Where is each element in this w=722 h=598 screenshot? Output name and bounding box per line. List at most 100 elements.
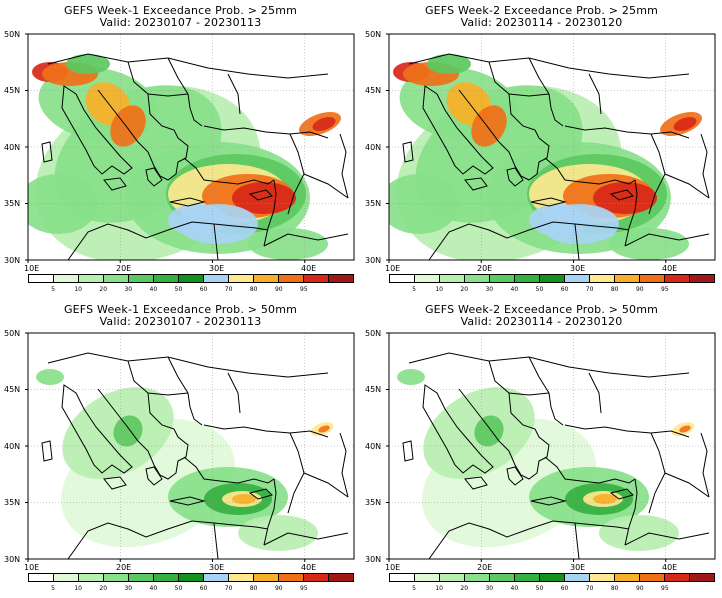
lat-label: 45N: [4, 385, 21, 394]
colorbar-label: 50: [535, 286, 544, 293]
coastline-border: [464, 177, 488, 191]
colorbar-label: 60: [199, 286, 208, 293]
coastline-border: [169, 197, 206, 207]
colorbar-swatch: [390, 574, 415, 581]
coastline-border: [700, 432, 710, 498]
colorbar-label: 20: [99, 585, 108, 592]
colorbar-label: 20: [99, 286, 108, 293]
coastline-border: [147, 392, 175, 430]
lon-label: 30E: [570, 563, 586, 572]
probability-contour: [397, 369, 425, 385]
colorbar-label: 5: [51, 585, 55, 592]
colorbar-label: 10: [435, 585, 443, 592]
colorbar-swatch: [254, 574, 279, 581]
colorbar-label: 10: [74, 286, 82, 293]
colorbar-label: 90: [635, 585, 644, 592]
colorbar-swatch: [415, 574, 440, 581]
colorbar-swatch: [329, 574, 353, 581]
colorbar-swatch: [154, 574, 179, 581]
colorbar-label: 50: [174, 585, 183, 592]
map-panel-week2-25mm: GEFS Week-2 Exceedance Prob. > 25mm Vali…: [361, 0, 722, 299]
lon-label: 40E: [662, 563, 678, 572]
coastline-border: [248, 189, 273, 201]
colorbar-label: 60: [560, 585, 569, 592]
coastline-border: [700, 133, 710, 199]
colorbar-swatch: [179, 275, 204, 282]
map-panel-week1-50mm: GEFS Week-1 Exceedance Prob. > 50mm Vali…: [0, 299, 361, 598]
lon-label: 30E: [209, 563, 225, 572]
coastline-border: [624, 179, 638, 247]
colorbar-swatch: [129, 275, 154, 282]
coastline-border: [303, 173, 349, 199]
coastline-border: [624, 532, 710, 546]
map-panel-week1-25mm: GEFS Week-1 Exceedance Prob. > 25mm Vali…: [0, 0, 361, 299]
coastline-border: [169, 496, 206, 506]
colorbar-label: 30: [485, 286, 494, 293]
lon-label: 20E: [477, 563, 493, 572]
lat-label: 30N: [365, 256, 382, 265]
coastline-border: [145, 466, 163, 486]
lat-label: 30N: [4, 256, 21, 265]
probability-contour: [609, 228, 689, 260]
probability-contour: [312, 117, 336, 131]
lat-label: 40N: [365, 143, 382, 152]
coastline-border: [227, 372, 241, 414]
probability-contour: [36, 369, 64, 385]
coastline-border: [458, 89, 550, 181]
probability-contour: [238, 515, 318, 551]
coastline-border: [402, 440, 414, 462]
colorbar-swatch: [490, 574, 515, 581]
coastline-border: [574, 223, 580, 260]
coastline-border: [506, 167, 524, 187]
lon-label: 20E: [477, 264, 493, 273]
colorbar-swatch: [465, 574, 490, 581]
lat-label: 35N: [365, 498, 382, 507]
colorbar-swatch: [690, 275, 714, 282]
colorbar-label: 30: [124, 585, 133, 592]
colorbar-swatch: [204, 574, 229, 581]
coastline-border: [609, 189, 634, 201]
coastline-border: [428, 520, 630, 559]
colorbar-label: 95: [300, 286, 308, 293]
lat-label: 45N: [4, 86, 21, 95]
coastline-border: [145, 167, 163, 187]
colorbar-swatch: [565, 574, 590, 581]
colorbar-label: 95: [661, 585, 669, 592]
coastline-border: [263, 478, 277, 546]
colorbar-swatch: [615, 275, 640, 282]
coastline-border: [508, 392, 536, 430]
colorbar-swatch: [665, 275, 690, 282]
lon-label: 20E: [116, 563, 132, 572]
coastline-border: [664, 472, 710, 498]
colorbar-label: 30: [485, 585, 494, 592]
colorbar-swatch: [665, 574, 690, 581]
coastline-border: [61, 85, 133, 175]
colorbar-labels: 5 10 20 30 40 50 60 70 80 90 95: [28, 585, 354, 594]
coastline-border: [67, 520, 269, 559]
colorbar-swatch: [590, 574, 615, 581]
colorbar-label: 70: [224, 585, 233, 592]
coastline-border: [458, 388, 550, 480]
coastline-border: [506, 466, 524, 486]
colorbar: [389, 573, 715, 582]
coastline-border: [47, 53, 329, 79]
probability-map: [386, 332, 716, 562]
colorbar-swatch: [690, 574, 714, 581]
colorbar-swatch: [465, 275, 490, 282]
colorbar-label: 50: [174, 286, 183, 293]
probability-contour: [168, 204, 228, 236]
colorbar-label: 20: [460, 585, 469, 592]
panel-valid-dates: Valid: 20230107 - 20230113: [99, 16, 262, 29]
colorbar-swatch: [490, 275, 515, 282]
colorbar-swatch: [54, 275, 79, 282]
colorbar-swatch: [54, 574, 79, 581]
lon-label: 30E: [570, 264, 586, 273]
probability-contour: [471, 105, 507, 147]
colorbar-label: 5: [51, 286, 55, 293]
panel-title: GEFS Week-2 Exceedance Prob. > 50mm: [424, 303, 659, 316]
coastline-border: [263, 179, 277, 247]
coastline-border: [103, 476, 127, 490]
coastline-border: [167, 57, 189, 95]
colorbar-label: 60: [560, 286, 569, 293]
lat-label: 50N: [4, 30, 21, 39]
